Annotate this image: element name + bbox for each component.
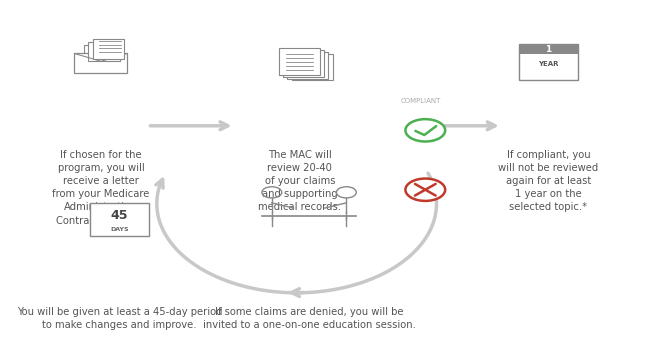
FancyBboxPatch shape xyxy=(518,44,578,54)
FancyBboxPatch shape xyxy=(292,54,333,81)
FancyBboxPatch shape xyxy=(283,50,324,77)
FancyBboxPatch shape xyxy=(93,39,124,59)
Circle shape xyxy=(405,119,445,142)
Text: YEAR: YEAR xyxy=(538,61,559,67)
FancyBboxPatch shape xyxy=(90,203,149,236)
FancyBboxPatch shape xyxy=(518,44,578,80)
Text: You will be given at least a 45-day period
to make changes and improve.: You will be given at least a 45-day peri… xyxy=(17,307,222,330)
Text: The MAC will
review 20-40
of your claims
and supporting
medical records.: The MAC will review 20-40 of your claims… xyxy=(259,149,341,212)
Circle shape xyxy=(405,179,445,201)
FancyBboxPatch shape xyxy=(88,42,119,61)
Text: DAYS: DAYS xyxy=(110,227,129,232)
Text: If some claims are denied, you will be
invited to a one-on-one education session: If some claims are denied, you will be i… xyxy=(203,307,416,330)
Text: If chosen for the
program, you will
receive a letter
from your Medicare
Administ: If chosen for the program, you will rece… xyxy=(52,149,150,225)
Text: 1: 1 xyxy=(545,45,552,54)
Text: COMPLIANT: COMPLIANT xyxy=(400,98,441,104)
FancyBboxPatch shape xyxy=(288,51,328,78)
FancyBboxPatch shape xyxy=(74,54,127,73)
Text: 45: 45 xyxy=(111,209,128,223)
FancyBboxPatch shape xyxy=(279,48,320,75)
FancyBboxPatch shape xyxy=(84,45,115,64)
Text: If compliant, you
will not be reviewed
again for at least
1 year on the
selected: If compliant, you will not be reviewed a… xyxy=(498,149,599,212)
